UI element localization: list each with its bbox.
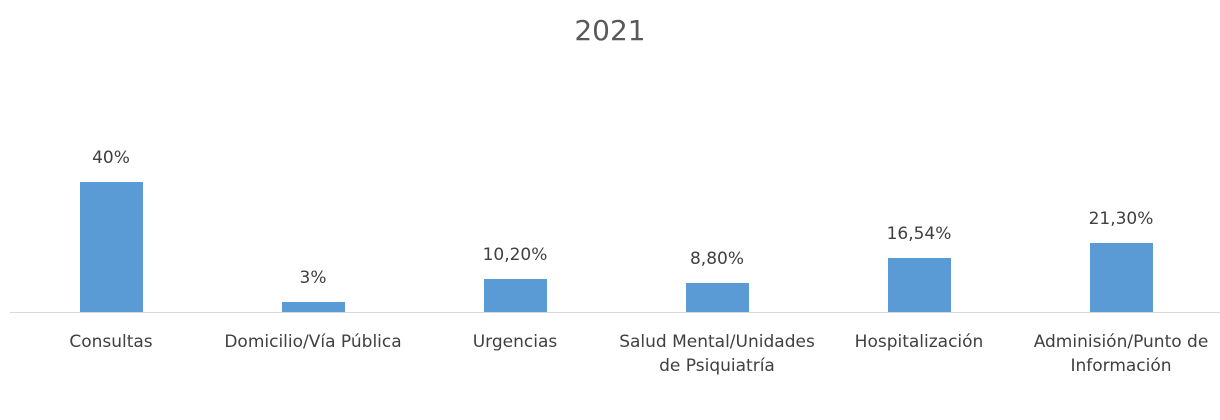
x-tick-label: Domicilio/Vía Pública [224,332,402,352]
bar [79,182,143,312]
data-label: 3% [299,268,327,289]
data-label: 10,20% [482,244,548,265]
bar [281,302,345,312]
data-label: 40% [92,148,130,168]
axis-line [10,312,1220,313]
data-label: 16,54% [886,224,952,245]
data-label: 8,80% [689,249,744,270]
x-tick-label: Consultas [69,332,153,352]
x-tick-label: Adminisión/Punto de Información [1033,332,1209,376]
x-tick-label: Salud Mental/Unidades de Psiquiatría [619,332,815,376]
bar [1089,242,1153,312]
x-tick-label: Urgencias [472,332,558,352]
data-label: 21,30% [1088,208,1154,229]
bar [887,258,951,312]
x-tick-label: Hospitalización [854,332,984,352]
chart-title: 2021 [574,14,646,47]
bar [483,278,547,312]
bar [685,283,749,312]
